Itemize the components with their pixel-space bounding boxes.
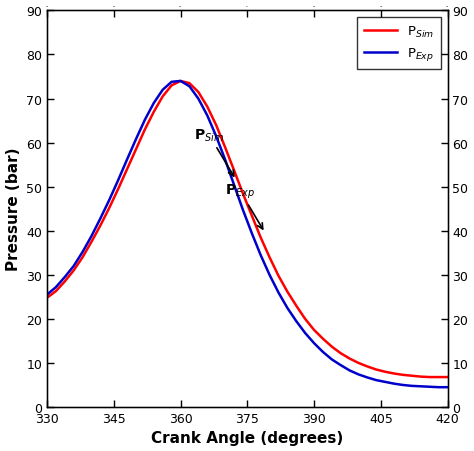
P$_{Sim}$	[302, 317, 308, 322]
P$_{Exp}$	[409, 383, 415, 389]
P$_{Sim}$	[338, 351, 344, 356]
P$_{Sim}$	[329, 344, 335, 350]
P$_{Sim}$	[374, 367, 379, 373]
P$_{Sim}$	[151, 110, 156, 115]
P$_{Sim}$	[249, 213, 255, 219]
P$_{Sim}$	[80, 255, 85, 260]
P$_{Exp}$	[178, 79, 183, 84]
P$_{Sim}$	[98, 223, 103, 229]
P$_{Sim}$	[409, 373, 415, 378]
P$_{Sim}$	[258, 235, 264, 240]
P$_{Exp}$	[427, 384, 433, 390]
P$_{Exp}$	[445, 385, 450, 390]
P$_{Exp}$	[98, 216, 103, 221]
P$_{Exp}$	[151, 101, 156, 106]
Line: P$_{Sim}$: P$_{Sim}$	[47, 82, 447, 377]
P$_{Sim}$	[142, 127, 148, 133]
P$_{Exp}$	[302, 331, 308, 336]
P$_{Sim}$	[44, 295, 50, 301]
P$_{Exp}$	[53, 285, 59, 290]
P$_{Exp}$	[115, 178, 121, 184]
P$_{Exp}$	[124, 157, 130, 163]
P$_{Exp}$	[418, 384, 424, 389]
P$_{Exp}$	[44, 292, 50, 298]
P$_{Exp}$	[436, 385, 441, 390]
P$_{Exp}$	[71, 264, 76, 269]
P$_{Sim}$	[115, 187, 121, 192]
P$_{Exp}$	[267, 272, 273, 278]
P$_{Sim}$	[320, 336, 326, 342]
P$_{Exp}$	[284, 305, 290, 311]
P$_{Sim}$	[160, 94, 165, 100]
P$_{Sim}$	[124, 167, 130, 172]
P$_{Exp}$	[187, 84, 192, 90]
P$_{Exp}$	[356, 372, 361, 377]
P$_{Exp}$	[222, 157, 228, 163]
P$_{Exp}$	[249, 231, 255, 236]
P$_{Sim}$	[204, 105, 210, 110]
P$_{Sim}$	[311, 327, 317, 333]
P$_{Exp}$	[383, 379, 388, 385]
P$_{Exp}$	[231, 182, 237, 188]
P$_{Exp}$	[62, 275, 68, 280]
P$_{Sim}$	[107, 206, 112, 211]
P$_{Sim}$	[267, 255, 273, 260]
P$_{Sim}$	[400, 373, 406, 378]
Legend: P$_{Sim}$, P$_{Exp}$: P$_{Sim}$, P$_{Exp}$	[357, 18, 441, 70]
P$_{Exp}$	[195, 97, 201, 102]
P$_{Sim}$	[53, 289, 59, 294]
P$_{Exp}$	[80, 250, 85, 255]
P$_{Exp}$	[338, 363, 344, 368]
Text: P$_{Sim}$: P$_{Sim}$	[194, 127, 234, 177]
P$_{Exp}$	[400, 382, 406, 388]
P$_{Sim}$	[347, 356, 353, 361]
P$_{Exp}$	[365, 375, 370, 380]
P$_{Exp}$	[311, 341, 317, 346]
Text: P$_{Exp}$: P$_{Exp}$	[225, 182, 263, 230]
P$_{Exp}$	[107, 198, 112, 203]
P$_{Sim}$	[293, 303, 299, 308]
P$_{Exp}$	[320, 350, 326, 355]
P$_{Sim}$	[89, 239, 94, 245]
P$_{Sim}$	[356, 360, 361, 366]
P$_{Sim}$	[365, 364, 370, 369]
P$_{Exp}$	[275, 290, 281, 295]
P$_{Sim}$	[178, 79, 183, 84]
P$_{Exp}$	[240, 207, 246, 213]
Line: P$_{Exp}$: P$_{Exp}$	[47, 82, 447, 387]
P$_{Sim}$	[427, 374, 433, 380]
P$_{Exp}$	[213, 134, 219, 139]
P$_{Exp}$	[374, 377, 379, 383]
P$_{Exp}$	[169, 80, 174, 85]
X-axis label: Crank Angle (degrees): Crank Angle (degrees)	[151, 431, 343, 446]
P$_{Exp}$	[133, 137, 139, 143]
P$_{Exp}$	[258, 253, 264, 258]
P$_{Exp}$	[329, 357, 335, 362]
P$_{Sim}$	[133, 147, 139, 152]
P$_{Sim}$	[392, 371, 397, 377]
P$_{Exp}$	[89, 234, 94, 239]
P$_{Sim}$	[445, 374, 450, 380]
P$_{Sim}$	[195, 90, 201, 96]
P$_{Sim}$	[71, 268, 76, 273]
P$_{Sim}$	[275, 273, 281, 279]
P$_{Sim}$	[213, 123, 219, 129]
P$_{Exp}$	[293, 319, 299, 324]
P$_{Exp}$	[392, 381, 397, 387]
P$_{Exp}$	[142, 118, 148, 123]
P$_{Exp}$	[347, 368, 353, 373]
P$_{Sim}$	[187, 81, 192, 87]
Y-axis label: Pressure (bar): Pressure (bar)	[6, 147, 20, 271]
P$_{Sim}$	[240, 191, 246, 197]
P$_{Sim}$	[284, 289, 290, 295]
P$_{Exp}$	[160, 88, 165, 93]
P$_{Exp}$	[204, 113, 210, 119]
P$_{Sim}$	[62, 279, 68, 285]
P$_{Sim}$	[436, 374, 441, 380]
P$_{Sim}$	[383, 369, 388, 375]
P$_{Sim}$	[222, 145, 228, 150]
P$_{Sim}$	[169, 83, 174, 89]
P$_{Sim}$	[231, 168, 237, 173]
P$_{Sim}$	[418, 374, 424, 379]
